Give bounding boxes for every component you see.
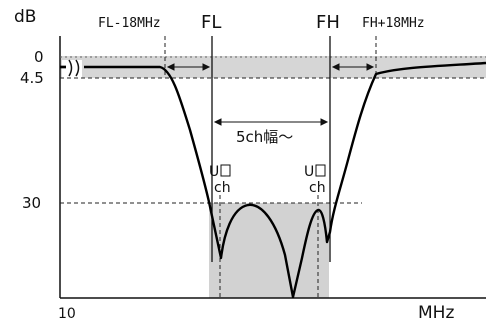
axis-break-mark [62,59,82,78]
u-ch-right-label: U ch [304,164,326,196]
fl-minus-label: FL-18MHz [98,16,161,31]
y-tick-4-5: 4.5 [20,69,44,87]
svg-text:ch: ch [309,180,326,196]
fh-spacing-arrow [331,63,375,71]
svg-text:U: U [209,164,219,180]
x-origin-label: 10 [58,306,76,322]
y-unit-label: dB [14,7,36,27]
fl-spacing-arrow [166,63,211,71]
y-tick-0: 0 [34,48,44,66]
u-ch-left-label: U ch [209,164,231,196]
x-unit-label: MHz [418,303,454,323]
y-tick-30: 30 [22,194,41,212]
fh-label: FH [316,12,340,33]
passband-arrow [213,118,329,126]
svg-text:ch: ch [214,180,231,196]
fh-plus-label: FH+18MHz [362,16,425,31]
passband-label: 5ch幅～ [236,128,293,146]
svg-text:U: U [304,164,314,180]
fl-label: FL [201,12,221,33]
